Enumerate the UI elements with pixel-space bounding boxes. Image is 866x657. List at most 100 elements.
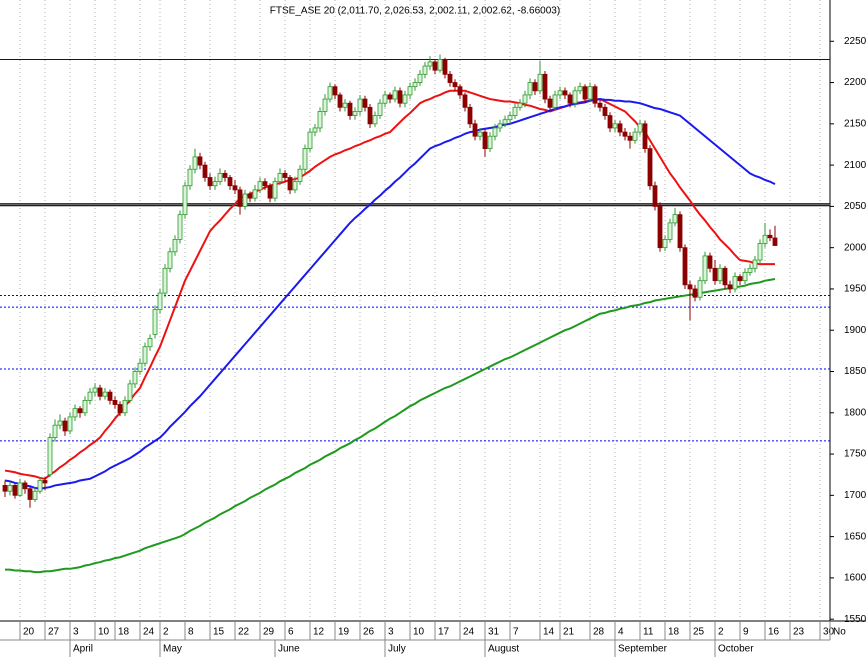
candle-body (617, 123, 623, 133)
candle-body (177, 214, 183, 240)
candle-body (692, 288, 698, 298)
y-tick-label: 1850 (844, 366, 866, 377)
candle-body (292, 181, 298, 191)
y-tick-label: 1700 (844, 490, 866, 501)
candle-body (422, 65, 428, 75)
candle-body (477, 131, 483, 137)
moving-average-line (5, 278, 776, 574)
y-tick-label: 2100 (844, 160, 866, 171)
candle-body (772, 237, 778, 246)
candle-body (107, 391, 113, 401)
candle-body (207, 177, 213, 187)
y-tick-label: 1900 (844, 325, 866, 336)
candle-body (387, 94, 393, 100)
candle-body (87, 391, 93, 401)
candle-body (397, 90, 403, 104)
x-tick-label: 19 (338, 627, 350, 638)
candle-body (317, 111, 323, 129)
x-tick-label: 2 (718, 627, 724, 638)
candle-body (242, 193, 248, 207)
x-tick-label: 29 (263, 627, 275, 638)
candle-body (122, 399, 128, 414)
candle-body (272, 181, 278, 199)
month-label: April (73, 644, 93, 655)
candle-body (372, 115, 378, 125)
candle-body (327, 86, 333, 100)
candle-body (167, 251, 173, 269)
candle-body (572, 90, 578, 104)
candle-body (162, 267, 168, 294)
candle-body (47, 437, 53, 476)
candle-body (637, 123, 643, 133)
candle-body (767, 234, 773, 239)
candle-body (77, 408, 83, 414)
candle-body (172, 239, 178, 253)
candle-body (97, 387, 103, 397)
candle-body (37, 480, 43, 492)
candle-body (392, 90, 398, 100)
x-tick-label: 3 (388, 627, 394, 638)
candle-body (547, 98, 553, 108)
candle-body (197, 156, 203, 166)
candle-body (447, 73, 453, 83)
candle-body (267, 185, 273, 199)
candle-body (442, 59, 448, 75)
candle-body (542, 73, 548, 100)
candle-body (22, 482, 28, 490)
candle-body (152, 309, 158, 335)
x-tick-label: 27 (48, 627, 60, 638)
candle-body (427, 61, 433, 67)
x-tick-label: 15 (213, 627, 225, 638)
candle-body (92, 387, 98, 393)
x-tick-label: 11 (643, 627, 654, 638)
candle-body (482, 131, 488, 150)
y-tick-label: 1950 (844, 284, 866, 295)
candle-body (737, 276, 743, 282)
candle-body (342, 102, 348, 108)
candle-body (302, 148, 308, 170)
candle-body (512, 106, 518, 116)
x-tick-label: 16 (768, 627, 780, 638)
candle-body (307, 131, 313, 150)
candle-body (567, 94, 573, 104)
candle-body (337, 94, 343, 108)
candle-body (647, 148, 653, 187)
candle-body (467, 106, 473, 125)
x-tick-label: 10 (413, 627, 425, 638)
y-tick-label: 2150 (844, 118, 866, 129)
candle-body (217, 172, 223, 183)
candle-body (472, 123, 478, 137)
x-tick-label: 30 (823, 627, 835, 638)
candle-body (117, 404, 123, 414)
candle-body (672, 214, 678, 224)
candle-body (127, 383, 133, 401)
candle-body (347, 102, 353, 116)
candle-body (667, 222, 673, 240)
x-tick-label: 23 (793, 627, 805, 638)
candle-body (732, 276, 738, 290)
candle-body (727, 284, 733, 290)
candle-body (187, 168, 193, 187)
candle-body (367, 106, 373, 125)
x-tick-label: 8 (188, 627, 194, 638)
x-tick-label: 28 (593, 627, 605, 638)
candle-body (527, 82, 533, 96)
candle-body (32, 490, 38, 500)
candle-body (607, 115, 613, 129)
x-tick-label: 6 (288, 627, 294, 638)
candle-body (432, 61, 438, 71)
candle-body (192, 156, 198, 170)
candle-body (322, 98, 328, 112)
y-tick-label: 1600 (844, 573, 866, 584)
candle-body (382, 94, 388, 104)
candle-body (2, 485, 8, 492)
candle-body (352, 111, 358, 116)
x-tick-label: 3 (73, 627, 79, 638)
candle-body (412, 82, 418, 88)
candle-body (452, 82, 458, 88)
x-tick-label: 20 (23, 627, 35, 638)
y-tick-label: 1550 (844, 614, 866, 625)
candle-body (602, 106, 608, 116)
candle-body (627, 135, 633, 141)
